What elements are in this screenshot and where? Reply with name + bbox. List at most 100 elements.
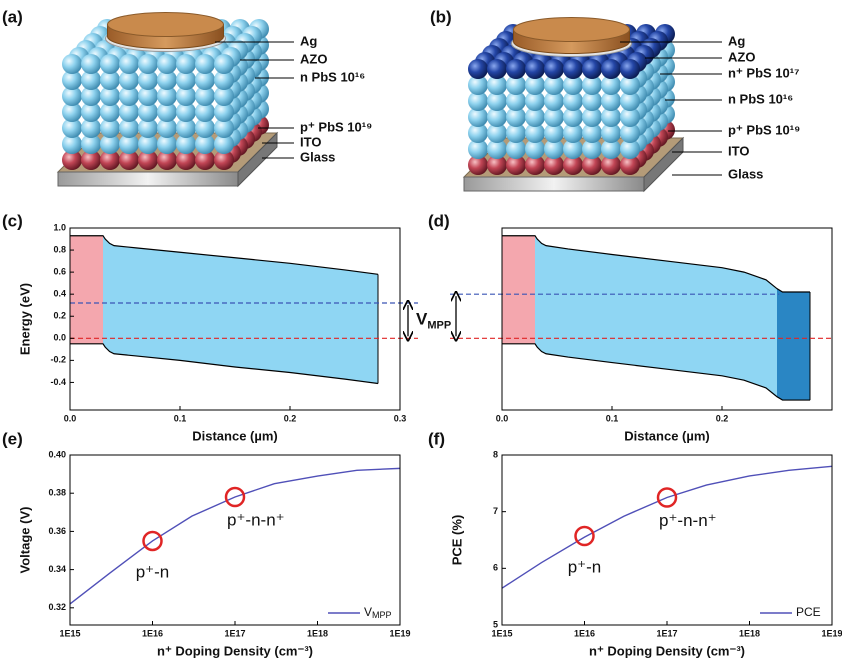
layer-label: n⁺ PbS 10¹⁷ <box>728 65 799 80</box>
layer-label: AZO <box>728 49 755 64</box>
nanocrystal <box>582 59 602 79</box>
nanocrystal <box>525 59 545 79</box>
y-tick-label: 0.8 <box>53 244 66 254</box>
highlight-label: p⁺-n-n⁺ <box>227 511 285 530</box>
x-tick-label: 0.0 <box>64 413 77 423</box>
x-axis-label: n⁺ Doping Density (cm⁻³) <box>157 643 313 658</box>
panel-label: (e) <box>2 429 23 448</box>
nanocrystal <box>468 59 488 79</box>
x-tick-label: 0.2 <box>284 413 297 423</box>
highlight-label: p⁺-n-n⁺ <box>659 511 717 530</box>
legend-name: PCE <box>796 605 821 619</box>
chart: VMPP 0.0 0.1 0.2 0.3 1.0 0.8 0.6 0.4 0.2 0.0 -0.2 -0… <box>2 211 451 443</box>
nanocrystal <box>81 54 101 74</box>
nanocrystal <box>563 59 583 79</box>
layer-label: p⁺ PbS 10¹⁹ <box>300 119 372 134</box>
substrate-front <box>58 172 238 186</box>
x-tick-label: 0.1 <box>174 413 187 423</box>
x-axis-label: n⁺ Doping Density (cm⁻³) <box>589 643 745 658</box>
layer-region <box>777 228 810 410</box>
layer-label: Ag <box>728 33 745 48</box>
nanocrystal <box>100 54 120 74</box>
nanocrystal <box>62 54 82 74</box>
layer-label: Glass <box>300 149 335 164</box>
x-tick-label: 1E17 <box>224 628 245 638</box>
plot-frame <box>70 455 400 625</box>
panel-label: (d) <box>428 211 450 230</box>
annotation: VMPP <box>416 310 451 331</box>
y-tick-label: 0.4 <box>53 289 66 299</box>
layer-region <box>70 228 103 410</box>
legend-label: PCE <box>796 605 821 619</box>
y-tick-label: 0.40 <box>48 449 66 459</box>
x-tick-label: 0.2 <box>716 413 729 423</box>
x-tick-label: 0.0 <box>496 413 509 423</box>
y-tick-label: 0.2 <box>53 311 66 321</box>
device <box>464 18 683 192</box>
layer-region <box>535 228 777 410</box>
nanocrystal <box>487 59 507 79</box>
figure: (a)AgAZOn PbS 10¹⁶p⁺ PbS 10¹⁹ITOGlass(b)… <box>0 0 842 669</box>
x-tick-label: 1E19 <box>389 628 410 638</box>
y-tick-label: 1.0 <box>53 222 66 232</box>
y-tick-label: 8 <box>493 449 498 459</box>
nanocrystal <box>214 54 234 74</box>
x-tick-label: 1E16 <box>574 628 595 638</box>
annotation-main: V <box>416 310 428 329</box>
device <box>58 13 277 187</box>
y-tick-label: -0.4 <box>50 377 66 387</box>
y-tick-label: 0.34 <box>48 564 66 574</box>
nanocrystal <box>157 54 177 74</box>
x-tick-label: 1E17 <box>656 628 677 638</box>
y-tick-label: 0.36 <box>48 526 66 536</box>
nanocrystal <box>138 54 158 74</box>
y-tick-label: 0.6 <box>53 266 66 276</box>
x-tick-label: 1E18 <box>739 628 760 638</box>
panel-label: (c) <box>2 211 23 230</box>
legend-label: VMPP <box>364 605 392 620</box>
y-axis-label: Energy (eV) <box>17 283 32 355</box>
y-axis-label: PCE (%) <box>449 515 464 566</box>
layer-label: ITO <box>300 134 321 149</box>
y-tick-label: 0.38 <box>48 488 66 498</box>
x-tick-label: 1E16 <box>142 628 163 638</box>
legend-name: V <box>364 605 372 619</box>
y-tick-label: 6 <box>493 563 498 573</box>
nanocrystal <box>601 59 621 79</box>
y-tick-label: 0.32 <box>48 602 66 612</box>
legend-sub: MPP <box>372 610 392 620</box>
y-tick-label: -0.2 <box>50 355 66 365</box>
nanocrystal <box>506 59 526 79</box>
panel-label: (f) <box>428 429 445 448</box>
layer-label: ITO <box>728 143 749 158</box>
x-tick-label: 0.3 <box>394 413 407 423</box>
x-tick-label: 1E15 <box>491 628 512 638</box>
chart: p⁺-np⁺-n-n⁺PCE1E151E161E171E181E195678n⁺… <box>428 429 842 658</box>
nanocrystal <box>176 54 196 74</box>
x-axis-label: Distance (µm) <box>624 428 710 443</box>
panel-label: (a) <box>2 7 23 26</box>
highlight-label: p⁺-n <box>568 558 602 577</box>
chart: p⁺-np⁺-n-n⁺VMPP1E151E161E171E181E190.320… <box>2 429 411 658</box>
chart: 0.0 0.1 0.2 Distance (µm) (d) <box>428 211 832 443</box>
x-axis-label: Distance (µm) <box>192 428 278 443</box>
layer-label: Glass <box>728 166 763 181</box>
layer-label: n PbS 10¹⁶ <box>300 69 365 84</box>
ag-top <box>108 13 224 37</box>
x-tick-label: 1E18 <box>307 628 328 638</box>
layer-label: p⁺ PbS 10¹⁹ <box>728 122 800 137</box>
layer-region <box>502 228 535 410</box>
plot-frame <box>502 455 832 625</box>
nanocrystal <box>544 59 564 79</box>
layer-label: Ag <box>300 33 317 48</box>
y-tick-label: 0.0 <box>53 333 66 343</box>
layer-label: AZO <box>300 51 327 66</box>
x-tick-label: 0.1 <box>606 413 619 423</box>
nanocrystal <box>195 54 215 74</box>
layer-region <box>103 228 378 410</box>
ag-top <box>514 18 630 42</box>
x-tick-label: 1E15 <box>59 628 80 638</box>
y-axis-label: Voltage (V) <box>17 507 32 574</box>
layer-label: n PbS 10¹⁶ <box>728 91 793 106</box>
y-tick-label: 5 <box>493 619 498 629</box>
